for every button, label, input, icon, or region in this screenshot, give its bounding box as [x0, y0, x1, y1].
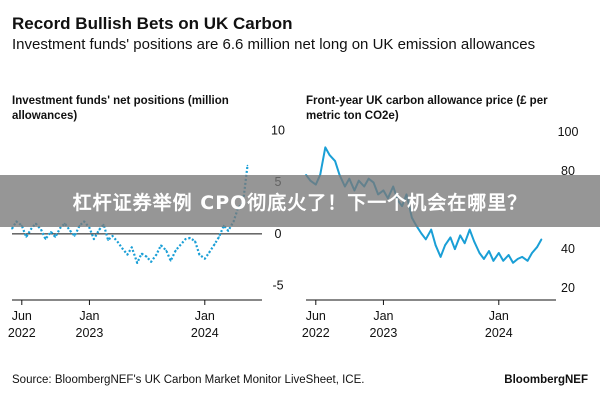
price-y-tick-label: 40: [561, 242, 575, 256]
positions-data-point: [160, 244, 162, 247]
positions-data-point: [136, 262, 138, 264]
positions-data-point: [246, 164, 249, 167]
price-data-point: [328, 154, 331, 157]
positions-x-tick-label: 2022: [8, 326, 36, 340]
price-data-point: [531, 252, 533, 254]
positions-x-tick-label: Jan: [79, 309, 99, 323]
positions-data-point: [121, 247, 124, 250]
positions-data-point: [69, 229, 71, 232]
positions-data-point: [203, 257, 206, 260]
price-data-point: [502, 260, 505, 262]
positions-data-point: [130, 246, 133, 249]
price-data-point: [420, 232, 423, 235]
price-data-point: [324, 146, 327, 149]
positions-data-point: [208, 251, 211, 254]
positions-data-point: [111, 235, 114, 237]
price-data-point: [473, 240, 475, 243]
positions-data-point: [145, 255, 148, 258]
price-y-tick-label: 20: [561, 281, 575, 295]
positions-series-line: [11, 165, 249, 264]
positions-data-point: [117, 241, 119, 243]
price-data-point: [512, 262, 514, 264]
price-x-tick-label: Jan: [489, 309, 509, 323]
brand-logo: BloombergNEF: [504, 374, 588, 386]
price-data-point: [526, 260, 529, 262]
price-data-point: [449, 236, 452, 239]
positions-data-point: [174, 249, 177, 252]
price-data-point: [478, 252, 481, 254]
positions-data-point: [165, 249, 168, 252]
right-chart-title: Front-year UK carbon allowance price (£ …: [306, 95, 548, 122]
positions-data-point: [107, 239, 109, 241]
price-data-point: [492, 260, 495, 262]
price-x-tick-label: 2023: [370, 326, 398, 340]
positions-data-point: [179, 244, 181, 247]
price-data-point: [463, 242, 466, 245]
price-y-tick-label: 80: [561, 164, 575, 178]
price-data-point: [430, 228, 432, 231]
price-x-tick-label: 2022: [302, 326, 330, 340]
price-data-point: [483, 258, 485, 260]
price-data-point: [488, 250, 490, 252]
positions-data-point: [93, 238, 95, 240]
positions-data-point: [30, 227, 33, 230]
positions-y-tick-label: 0: [275, 227, 282, 241]
positions-data-point: [140, 252, 143, 255]
price-data-point: [536, 246, 538, 248]
positions-data-point: [98, 228, 101, 231]
positions-y-tick-label: 10: [271, 123, 285, 137]
positions-data-point: [11, 227, 13, 230]
price-data-point: [424, 238, 427, 241]
price-x-tick-label: Jan: [373, 309, 393, 323]
positions-data-point: [150, 261, 152, 263]
price-data-point: [521, 256, 523, 258]
source-note: Source: BloombergNEF's UK Carbon Market …: [12, 374, 365, 386]
price-data-point: [507, 254, 510, 256]
positions-data-point: [88, 226, 91, 229]
positions-data-point: [227, 229, 229, 232]
price-data-point: [540, 238, 543, 241]
price-x-tick-label: Jun: [306, 309, 326, 323]
positions-data-point: [54, 236, 57, 238]
price-data-point: [439, 256, 442, 258]
positions-x-tick-label: Jun: [12, 309, 32, 323]
positions-y-tick-label: -5: [272, 279, 283, 293]
positions-data-point: [198, 253, 201, 256]
positions-data-point: [126, 253, 129, 256]
price-y-tick-label: 100: [558, 125, 579, 139]
price-data-point: [434, 244, 437, 246]
positions-data-point: [213, 243, 216, 246]
overlay-banner-text: 杠杆证券举例 CPO彻底火了！下一个机会在哪里？: [72, 191, 528, 214]
positions-data-point: [184, 238, 187, 240]
positions-data-point: [40, 228, 42, 231]
price-data-point: [459, 234, 462, 237]
price-data-point: [468, 228, 471, 231]
positions-data-point: [155, 253, 158, 256]
positions-data-point: [169, 260, 172, 262]
positions-data-point: [218, 236, 220, 238]
positions-data-point: [194, 240, 196, 242]
price-data-point: [444, 244, 446, 246]
positions-data-point: [189, 237, 191, 239]
left-chart-title: Investment funds' net positions (million…: [12, 95, 229, 122]
price-data-point: [497, 252, 500, 254]
price-data-point: [334, 160, 336, 162]
positions-data-point: [59, 226, 62, 229]
positions-data-point: [50, 231, 52, 233]
positions-x-tick-label: Jan: [195, 309, 215, 323]
positions-x-tick-label: 2024: [191, 326, 219, 340]
price-data-point: [454, 248, 456, 250]
price-x-tick-label: 2024: [485, 326, 513, 340]
page-title: Record Bullish Bets on UK Carbon: [12, 14, 293, 33]
price-data-point: [516, 258, 519, 260]
positions-data-point: [25, 236, 28, 238]
positions-data-point: [73, 235, 76, 237]
positions-x-tick-label: 2023: [76, 326, 104, 340]
positions-data-point: [44, 238, 47, 240]
overlay-banner: 杠杆证券举例 CPO彻底火了！下一个机会在哪里？: [0, 175, 600, 227]
page-subtitle: Investment funds' positions are 6.6 mill…: [12, 36, 536, 53]
